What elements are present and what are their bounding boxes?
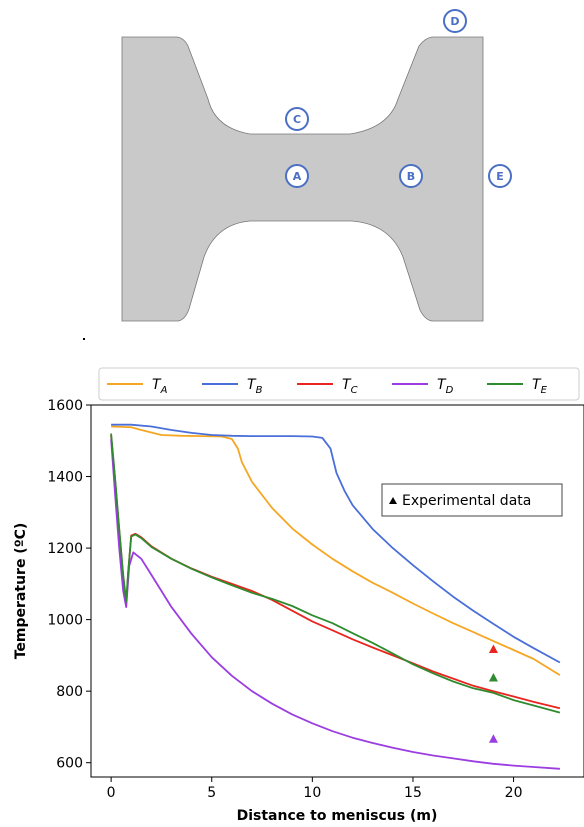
point-marker-b: B	[399, 164, 423, 188]
y-tick-label: 1600	[47, 398, 83, 414]
temperature-chart: 600 800 1000 1200 1400 1600 0 5 10 15 20 Experime…	[13, 398, 584, 824]
x-tick-label: 10	[303, 785, 321, 801]
point-marker-e: E	[488, 164, 512, 188]
point-label-a: A	[293, 170, 302, 183]
annotation-box: Experimental data	[381, 483, 563, 517]
x-axis-label: Distance to meniscus (m)	[237, 808, 438, 824]
x-tick-label: 5	[207, 785, 216, 801]
series-line-t-b	[111, 423, 561, 664]
point-label-d: D	[450, 15, 459, 28]
y-tick-label: 1400	[47, 470, 83, 486]
experimental-point	[488, 673, 498, 682]
series-line-t-c	[110, 435, 561, 710]
legend-frame	[98, 367, 580, 401]
cross-section-diagram: C A B D E	[83, 9, 512, 340]
series-line-t-a	[111, 425, 561, 676]
legend: TA TB TC TD TE	[98, 367, 580, 401]
point-label-b: B	[407, 170, 415, 183]
x-tick-label: 15	[404, 785, 422, 801]
experimental-point	[488, 644, 498, 653]
point-marker-c: C	[285, 107, 309, 131]
point-marker-a: A	[285, 164, 309, 188]
x-tick-label: 0	[107, 785, 116, 801]
annotation-frame	[381, 483, 563, 517]
y-tick-label: 800	[56, 684, 83, 700]
x-tick-label: 20	[505, 785, 523, 801]
triangle-icon	[389, 497, 397, 504]
experimental-point	[488, 734, 498, 743]
series-line-t-e	[110, 433, 561, 714]
y-tick-label: 1200	[47, 541, 83, 557]
point-label-e: E	[496, 170, 504, 183]
stray-dot	[83, 338, 85, 340]
y-tick-label: 1000	[47, 613, 83, 629]
y-axis-label: Temperature (ºC)	[13, 523, 29, 660]
point-label-c: C	[293, 113, 301, 126]
plot-frame	[90, 404, 584, 778]
annotation-label: Experimental data	[402, 493, 531, 509]
y-tick-label: 600	[56, 756, 83, 772]
point-marker-d: D	[443, 9, 467, 33]
